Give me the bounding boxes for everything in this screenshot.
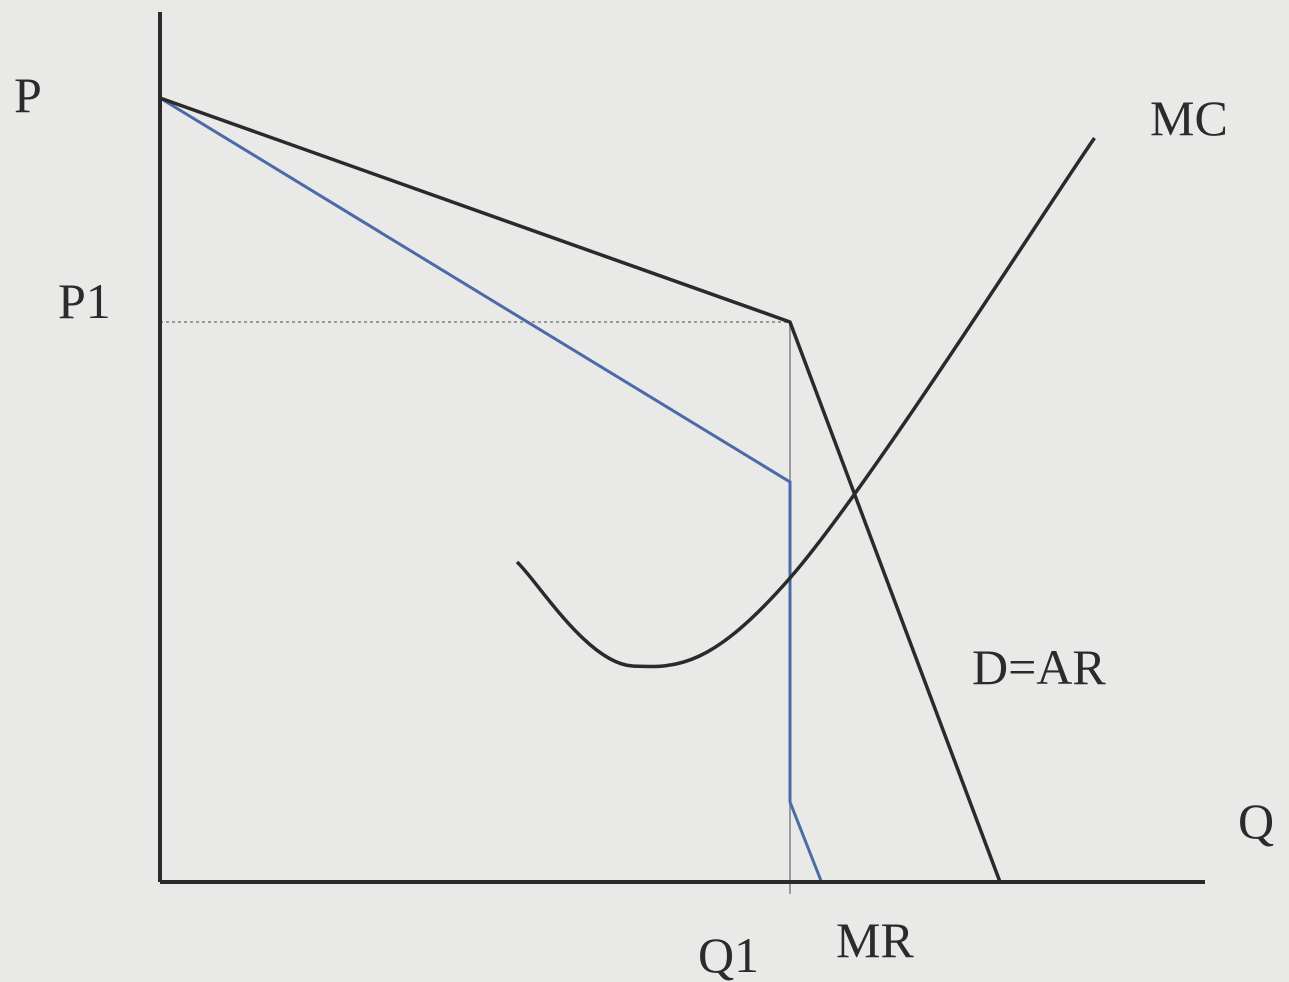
mc-curve [515,137,1096,669]
y-axis-label: P [14,67,42,123]
x-axis-label: Q [1238,793,1274,849]
demand-ar-curve [159,96,1002,883]
demand-label: D=AR [972,639,1106,695]
p1-label: P1 [58,273,111,329]
mr-curve [159,96,823,883]
mc-label: MC [1150,90,1228,146]
q1-label: Q1 [698,927,759,982]
mr-label: MR [836,912,914,968]
